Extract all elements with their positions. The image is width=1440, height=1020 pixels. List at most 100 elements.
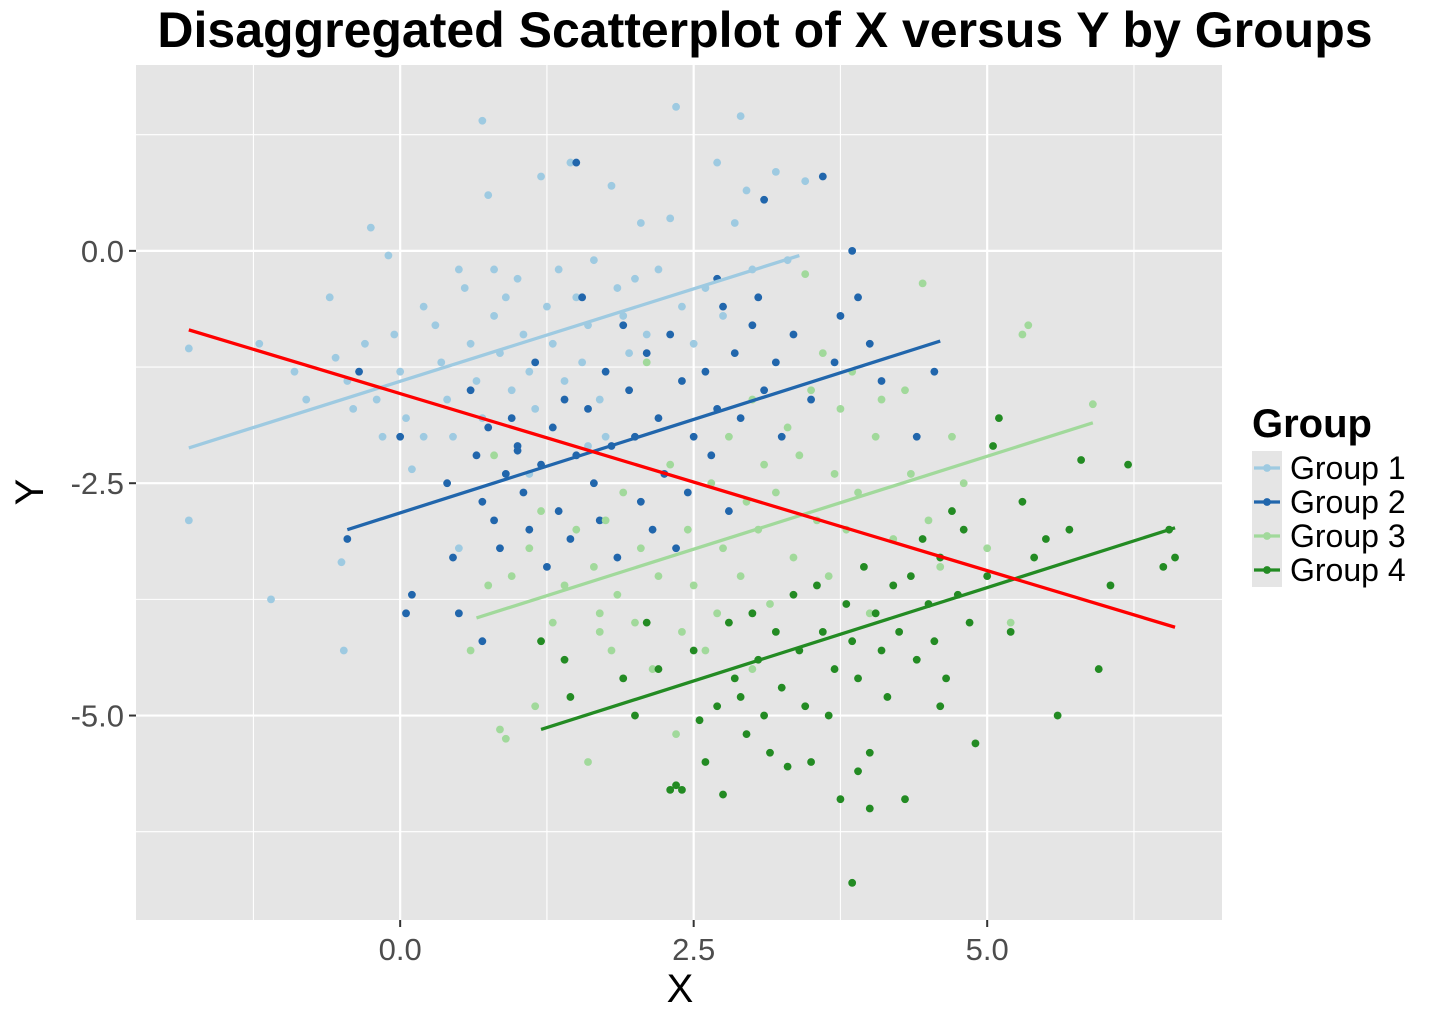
data-point-group-1 <box>566 158 575 167</box>
data-point-group-1 <box>501 293 510 302</box>
data-point-group-2 <box>355 367 363 376</box>
data-point-group-3 <box>631 618 639 627</box>
data-point-group-1 <box>331 353 340 362</box>
data-point-group-1 <box>525 367 534 376</box>
data-point-group-4 <box>1159 562 1168 571</box>
data-point-group-4 <box>942 674 950 683</box>
y-axis-ticks: 0.0 -2.5 -5.0 <box>71 234 136 734</box>
data-point-group-1 <box>454 265 463 274</box>
data-point-group-1 <box>619 312 628 320</box>
data-point-group-1 <box>801 177 810 186</box>
data-point-group-2 <box>501 470 510 478</box>
data-point-group-4 <box>854 767 862 776</box>
data-point-group-4 <box>783 762 792 771</box>
data-point-group-4 <box>1094 665 1103 673</box>
data-point-group-1 <box>736 112 745 121</box>
data-point-group-3 <box>766 600 774 608</box>
data-point-group-2 <box>636 497 645 506</box>
data-point-group-4 <box>1171 553 1179 562</box>
fit-line-group-2 <box>346 339 941 532</box>
data-point-group-2 <box>507 414 516 423</box>
data-point-group-3 <box>936 562 945 571</box>
data-point-group-1 <box>730 219 739 227</box>
data-point-group-3 <box>560 581 569 590</box>
data-point-group-4 <box>537 637 545 646</box>
data-point-group-3 <box>719 544 727 553</box>
data-point-group-2 <box>525 525 534 534</box>
data-point-group-1 <box>572 293 581 302</box>
legend-label-group-1: Group 1 <box>1290 450 1406 486</box>
data-point-group-3 <box>572 525 581 534</box>
data-point-group-1 <box>537 172 545 181</box>
data-point-group-4 <box>1053 711 1062 720</box>
data-point-group-2 <box>877 377 886 385</box>
data-point-group-3 <box>1006 618 1015 627</box>
data-point-group-3 <box>1018 330 1027 339</box>
legend-key-point <box>1263 464 1271 472</box>
data-point-group-1 <box>267 595 275 604</box>
data-point-group-1 <box>636 219 645 227</box>
data-point-group-2 <box>343 535 352 543</box>
data-point-group-4 <box>789 590 798 599</box>
data-point-group-2 <box>548 423 557 432</box>
data-point-group-2 <box>466 386 475 395</box>
minor-gridlines <box>136 65 1222 920</box>
data-point-group-3 <box>918 279 927 288</box>
data-point-group-2 <box>807 395 815 404</box>
x-axis-title: X <box>667 967 694 1011</box>
data-point-group-1 <box>478 116 487 125</box>
data-point-group-3 <box>501 734 510 743</box>
data-point-group-4 <box>678 785 686 794</box>
data-point-group-1 <box>431 321 440 330</box>
data-point-group-4 <box>672 781 680 790</box>
data-point-group-4 <box>883 693 892 701</box>
data-point-group-4 <box>901 795 909 804</box>
data-point-group-1 <box>490 265 498 274</box>
data-point-group-1 <box>672 102 680 111</box>
data-point-group-3 <box>507 572 516 581</box>
data-point-group-3 <box>490 451 498 460</box>
data-point-group-4 <box>736 693 745 701</box>
data-point-group-2 <box>848 246 857 255</box>
data-point-group-1 <box>607 181 616 190</box>
data-point-group-3 <box>701 646 710 655</box>
data-point-group-1 <box>419 432 428 441</box>
data-point-group-3 <box>736 572 745 581</box>
data-point-group-2 <box>672 544 680 553</box>
data-points <box>184 102 1179 887</box>
data-point-group-4 <box>1124 460 1132 469</box>
data-point-group-4 <box>865 748 874 757</box>
data-point-group-4 <box>995 414 1003 423</box>
data-point-group-4 <box>730 674 739 683</box>
data-point-group-2 <box>701 367 710 376</box>
data-point-group-4 <box>1006 628 1015 636</box>
data-point-group-1 <box>184 344 193 353</box>
data-point-group-3 <box>807 386 815 395</box>
data-point-group-1 <box>402 414 410 423</box>
data-point-group-4 <box>906 572 915 581</box>
major-gridlines <box>136 65 1222 920</box>
data-point-group-3 <box>678 628 686 636</box>
data-point-group-2 <box>930 367 939 376</box>
data-point-group-1 <box>513 274 522 283</box>
data-point-group-1 <box>578 358 587 367</box>
data-point-group-4 <box>619 674 628 683</box>
data-point-group-3 <box>496 725 504 734</box>
x-tick-label: 0.0 <box>379 932 422 967</box>
data-point-group-2 <box>396 432 405 441</box>
data-point-group-3 <box>484 581 493 590</box>
data-point-group-2 <box>584 404 592 413</box>
data-point-group-1 <box>384 251 393 260</box>
data-point-group-4 <box>895 628 904 636</box>
overall-fit-line <box>188 328 1176 629</box>
data-point-group-3 <box>531 702 540 711</box>
x-tick-label: 5.0 <box>966 932 1009 967</box>
data-point-group-2 <box>666 330 675 339</box>
data-point-group-4 <box>865 804 874 813</box>
data-point-group-2 <box>402 609 410 618</box>
chart-title: Disaggregated Scatterplot of X versus Y … <box>157 2 1372 58</box>
data-point-group-4 <box>807 758 815 766</box>
legend-label-group-3: Group 3 <box>1290 518 1406 554</box>
data-point-group-4 <box>1077 456 1086 464</box>
data-point-group-2 <box>613 553 622 562</box>
